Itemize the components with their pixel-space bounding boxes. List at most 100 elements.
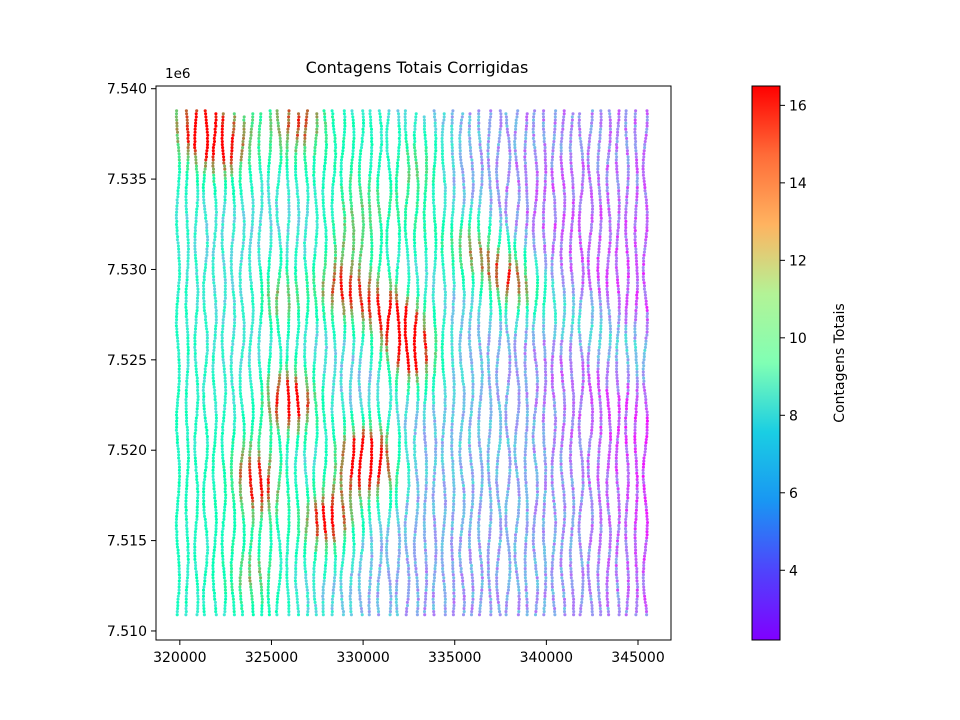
data-point [240,198,244,202]
data-point [368,370,372,374]
data-point [332,542,337,546]
data-point [238,487,243,491]
data-point [266,388,270,392]
data-point [258,474,262,478]
data-point [331,425,335,429]
data-point [324,431,328,435]
data-point [249,173,253,177]
data-point [249,333,253,337]
data-point [342,548,346,552]
data-point [295,342,299,346]
data-point [186,130,190,134]
data-point [394,585,399,589]
data-point [412,545,416,549]
data-point [250,225,254,230]
data-point [303,339,307,343]
data-point [223,373,227,377]
data-point [176,241,180,245]
data-point [296,539,300,543]
data-point [376,201,380,205]
data-point [221,118,225,122]
data-point [251,299,255,303]
data-point [352,450,356,454]
data-point [287,600,291,604]
data-point [440,459,444,463]
data-point [431,588,435,592]
data-point [315,318,319,322]
data-point [388,176,392,180]
data-point [333,567,337,571]
data-point [342,419,347,423]
data-point [203,514,207,518]
data-point [205,339,209,343]
data-point [184,315,188,319]
flight-line [257,112,264,617]
data-point [279,563,283,568]
data-point [403,327,407,331]
data-point [202,293,206,297]
data-point [285,585,289,589]
data-point [378,419,382,423]
data-point [443,407,447,411]
data-point [389,591,393,595]
data-point [341,351,345,356]
data-point [185,373,189,377]
data-point [287,505,291,509]
data-point [388,275,392,279]
data-point [203,416,207,420]
data-point [268,143,272,147]
data-point [221,152,225,156]
data-point [257,330,262,334]
data-point [268,456,272,460]
data-point [397,225,402,230]
data-point [339,382,343,386]
data-point [305,115,309,119]
data-point [285,367,289,371]
data-point [258,219,262,223]
data-point [422,312,426,316]
data-point [214,613,218,617]
data-point [279,253,283,257]
data-point [177,173,181,177]
data-point [303,560,307,565]
data-point [240,149,244,153]
data-point [279,361,283,365]
data-point [407,379,411,383]
data-point [221,462,226,466]
data-point [285,573,289,577]
data-point [194,115,198,119]
data-point [251,398,255,402]
data-point [186,149,190,153]
data-point [385,548,389,552]
data-point [279,567,283,571]
data-point [395,195,399,199]
data-point [343,536,347,540]
data-point [349,588,353,592]
data-point [220,441,224,445]
data-point [433,118,437,122]
data-point [193,342,197,346]
data-point [248,275,252,279]
data-point [323,520,327,525]
data-point [385,453,389,457]
data-point [434,539,438,543]
data-point [203,167,207,171]
data-point [305,204,310,208]
data-point [259,585,263,589]
data-point [260,308,264,313]
data-point [340,364,344,368]
data-point [432,613,436,617]
data-point [294,554,298,558]
data-point [213,398,217,402]
data-point [361,225,365,230]
data-point [315,330,319,334]
data-point [278,573,282,577]
data-point [175,318,179,322]
data-point [230,345,234,349]
data-point [295,542,299,546]
data-point [406,465,411,469]
data-point [294,484,298,488]
data-point [433,431,437,435]
data-point [186,370,190,374]
data-point [431,195,435,199]
